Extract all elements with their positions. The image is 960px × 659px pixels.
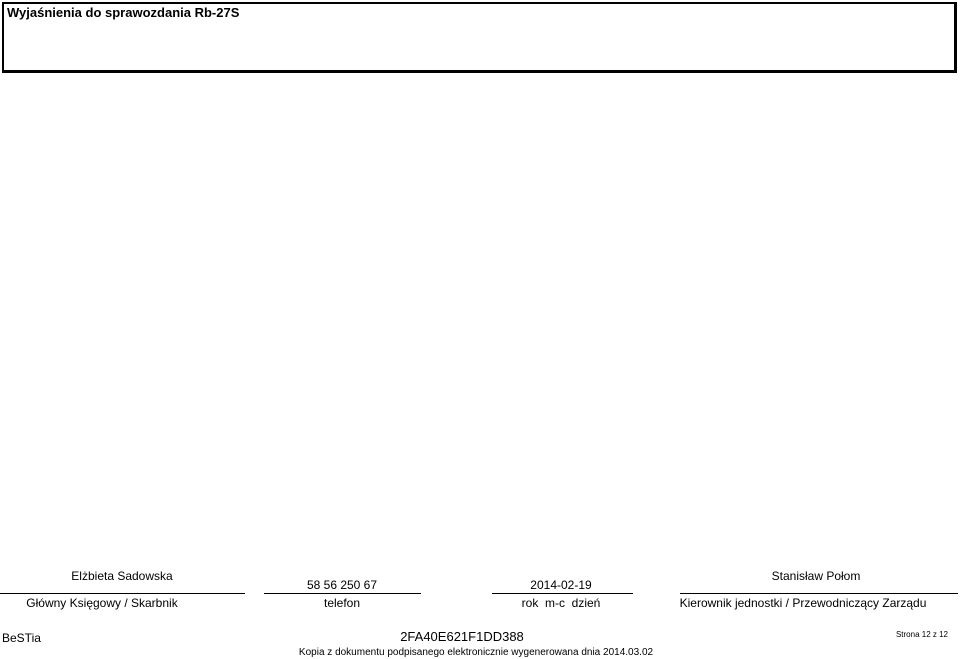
signature-line [492, 593, 633, 594]
footer-note: Kopia z dokumentu podpisanego elektronic… [298, 647, 654, 658]
date-label: rok m-c dzień [521, 596, 601, 610]
footer-system: BeSTia [2, 631, 41, 645]
accountant-name: Elżbieta Sadowska [71, 569, 173, 583]
head-name: Stanisław Połom [771, 569, 861, 583]
signature-line [0, 593, 245, 594]
signature-line [264, 593, 421, 594]
head-role: Kierownik jednostki / Przewodniczący Zar… [679, 596, 927, 610]
date-value: 2014-02-19 [530, 578, 592, 592]
signature-line [680, 593, 958, 594]
phone-value: 58 56 250 67 [306, 578, 378, 592]
header-box [2, 2, 957, 73]
accountant-role: Główny Księgowy / Skarbnik [26, 596, 178, 610]
footer-page: Strona 12 z 12 [895, 630, 948, 639]
footer-code: 2FA40E621F1DD388 [400, 629, 524, 644]
phone-label: telefon [323, 596, 361, 610]
header-title: Wyjaśnienia do sprawozdania Rb-27S [7, 5, 240, 20]
